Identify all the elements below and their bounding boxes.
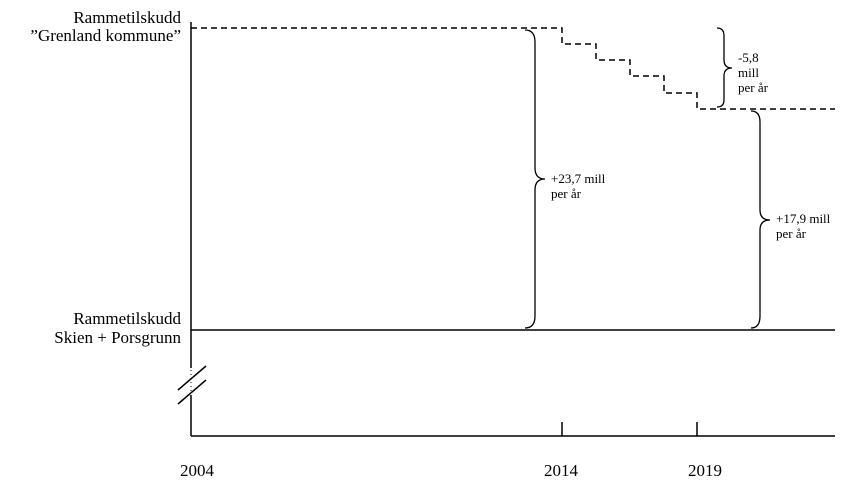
- x-tick-label-2019: 2019: [688, 461, 722, 480]
- annotation-gain-net-line1: +17,9 mill: [776, 211, 831, 226]
- annotation-reduction-line3: per år: [738, 80, 769, 95]
- label-bottom-subtitle: Skien + Porsgrunn: [54, 328, 181, 347]
- label-top-subtitle: ”Grenland kommune”: [30, 26, 181, 45]
- annotation-gain-total-line1: +23,7 mill: [551, 171, 606, 186]
- annotation-gain-total-line2: per år: [551, 186, 582, 201]
- x-tick-label-2004: 2004: [180, 461, 215, 480]
- label-top-title: Rammetilskudd: [73, 8, 181, 27]
- annotation-reduction-line2: mill: [738, 65, 759, 80]
- brace-reduction: [716, 27, 733, 108]
- brace-gain-net: [750, 110, 771, 329]
- annotation-gain-net-line2: per år: [776, 226, 807, 241]
- annotation-reduction-line1: -5,8: [738, 50, 759, 65]
- grenland-stepped-line: [191, 27, 835, 110]
- x-tick-label-2014: 2014: [544, 461, 579, 480]
- axis-break-icon: [177, 365, 207, 405]
- label-bottom-title: Rammetilskudd: [73, 309, 181, 328]
- brace-gain-total: [524, 29, 546, 329]
